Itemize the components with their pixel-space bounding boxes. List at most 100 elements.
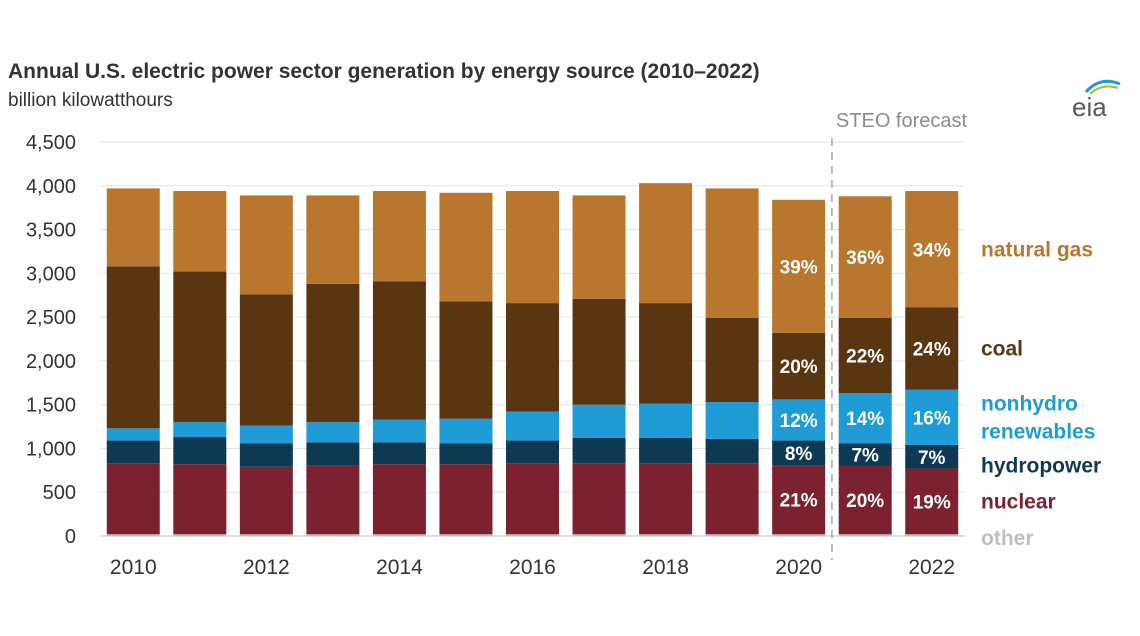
bar-segment [572, 404, 626, 438]
bar-segment [572, 195, 626, 299]
bar-segment [572, 463, 626, 535]
y-tick-label: 4,500 [26, 132, 76, 154]
bar-segment [106, 440, 160, 464]
x-tick-label: 2010 [110, 556, 157, 579]
data-label: 21% [780, 491, 818, 512]
data-label: 36% [846, 248, 884, 269]
data-label: 20% [780, 357, 818, 378]
eia-logo: eia [1072, 79, 1121, 122]
bar-segment [239, 534, 293, 536]
bar-segment [173, 422, 227, 438]
bar-segment [106, 188, 160, 267]
bar-segment [239, 466, 293, 535]
bar-segment [372, 534, 426, 536]
data-label: 8% [785, 444, 813, 465]
data-label: 20% [846, 491, 884, 512]
x-tick-label: 2016 [509, 556, 556, 579]
bar-segment [239, 443, 293, 467]
bar-segment [439, 418, 493, 444]
logo-arc2-icon [1089, 85, 1119, 95]
bar-segment [772, 399, 826, 441]
bar-segment [572, 298, 626, 405]
bar-segment [905, 534, 959, 536]
bar-segment [173, 191, 227, 272]
bar-segment [439, 534, 493, 536]
y-tick-label: 3,500 [26, 220, 76, 242]
y-tick-label: 1,500 [26, 395, 76, 417]
y-tick-label: 1,000 [26, 438, 76, 460]
logo-text: eia [1072, 92, 1107, 122]
bar-segment [705, 438, 759, 464]
data-label: 16% [913, 408, 951, 429]
y-tick-label: 0 [65, 526, 76, 548]
bar-segment [705, 402, 759, 439]
x-tick-label: 2020 [775, 556, 822, 579]
bar-segment [306, 534, 360, 536]
x-tick-label: 2014 [376, 556, 423, 579]
legend-label: renewables [981, 420, 1095, 443]
bar-segment [772, 332, 826, 400]
bar-segment [306, 195, 360, 284]
bar-segment [772, 534, 826, 536]
bar-segment [439, 443, 493, 465]
bar-segment [705, 463, 759, 535]
bar-segment [372, 281, 426, 420]
bar-segment [306, 422, 360, 443]
x-tick-label: 2012 [243, 556, 290, 579]
bar-segment [639, 437, 693, 464]
bar-segment [905, 389, 959, 445]
legend-label: nonhydro [981, 392, 1078, 415]
bar-segment [838, 443, 892, 466]
bar-segment [306, 465, 360, 535]
bar-segment [838, 196, 892, 318]
y-tick-label: 2,000 [26, 351, 76, 373]
y-tick-label: 3,000 [26, 263, 76, 285]
bar-segment [838, 534, 892, 536]
logo-arc-icon [1084, 79, 1121, 94]
bar-segment [372, 464, 426, 535]
legend-label: coal [981, 338, 1023, 361]
bar-segment [772, 465, 826, 535]
x-tick-label: 2022 [908, 556, 955, 579]
bar-segment [905, 191, 959, 308]
chart-subtitle: billion kilowatthours [8, 90, 173, 111]
bar-segment [705, 317, 759, 403]
bar-segment [439, 192, 493, 302]
legend-label: other [981, 527, 1034, 550]
bar-segment [106, 428, 160, 441]
data-label: 24% [913, 340, 951, 361]
y-tick-label: 500 [43, 482, 76, 504]
bar-segment [705, 188, 759, 318]
data-label: 14% [846, 409, 884, 430]
bar-segment [173, 271, 227, 423]
bar-segment [106, 266, 160, 429]
bar-segment [173, 464, 227, 535]
bar-segment [239, 195, 293, 295]
data-label: 34% [913, 240, 951, 261]
bar-segment [439, 301, 493, 419]
bar-segment [372, 191, 426, 282]
bar-segment [838, 393, 892, 444]
bar-segment [506, 534, 559, 536]
bar-segment [639, 403, 693, 438]
bar-segment [572, 437, 626, 464]
bar-segment [838, 465, 892, 535]
bar-segment [772, 440, 826, 466]
bar-segment [639, 463, 693, 535]
bar-segment [173, 534, 227, 536]
x-tick-label: 2018 [642, 556, 689, 579]
bar-segment [905, 307, 959, 390]
legend-label: nuclear [981, 490, 1056, 513]
data-label: 7% [918, 448, 946, 469]
legend-label: natural gas [981, 238, 1093, 261]
bar-segment [639, 303, 693, 404]
bar-segment [506, 191, 559, 304]
legend-label: hydropower [981, 454, 1101, 477]
bar-segment [372, 442, 426, 465]
data-label: 22% [846, 347, 884, 368]
bar-segment [106, 534, 160, 536]
chart-title: Annual U.S. electric power sector genera… [8, 60, 760, 83]
bar-segment [239, 294, 293, 426]
bar-segment [506, 411, 559, 441]
